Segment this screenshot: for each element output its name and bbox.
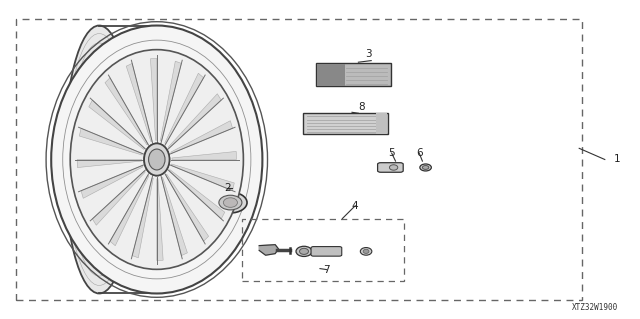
Text: 1: 1 (614, 154, 621, 165)
Ellipse shape (420, 164, 431, 171)
Text: 8: 8 (358, 102, 365, 112)
Polygon shape (132, 178, 153, 258)
FancyBboxPatch shape (303, 113, 388, 134)
Ellipse shape (144, 144, 170, 175)
Polygon shape (172, 152, 236, 160)
Text: 4: 4 (352, 201, 358, 211)
Polygon shape (169, 170, 225, 219)
Ellipse shape (364, 249, 369, 253)
Ellipse shape (144, 144, 170, 175)
Text: 3: 3 (365, 49, 371, 59)
Polygon shape (168, 94, 221, 148)
Polygon shape (105, 78, 148, 145)
Ellipse shape (300, 248, 308, 255)
Ellipse shape (422, 166, 429, 169)
Ellipse shape (70, 50, 243, 269)
Ellipse shape (223, 198, 237, 207)
Polygon shape (164, 73, 204, 144)
Polygon shape (79, 128, 142, 155)
FancyBboxPatch shape (311, 247, 342, 256)
Text: 6: 6 (416, 148, 422, 158)
Ellipse shape (214, 192, 247, 213)
FancyBboxPatch shape (376, 113, 387, 134)
Text: 5: 5 (388, 148, 395, 158)
Polygon shape (161, 61, 181, 141)
Polygon shape (126, 63, 152, 142)
Ellipse shape (148, 149, 165, 170)
Text: 7: 7 (323, 264, 330, 275)
Ellipse shape (219, 195, 242, 210)
Polygon shape (171, 121, 232, 153)
FancyBboxPatch shape (317, 64, 345, 86)
Ellipse shape (64, 26, 134, 293)
Polygon shape (77, 160, 141, 167)
Polygon shape (161, 177, 188, 256)
Ellipse shape (148, 149, 165, 170)
Polygon shape (172, 164, 234, 191)
Polygon shape (150, 58, 157, 140)
Polygon shape (92, 171, 145, 225)
Text: XTZ32W1900: XTZ32W1900 (572, 303, 618, 312)
Polygon shape (81, 166, 143, 198)
Ellipse shape (296, 246, 312, 256)
Polygon shape (259, 245, 278, 255)
Polygon shape (89, 100, 145, 149)
Polygon shape (110, 175, 149, 246)
Polygon shape (157, 179, 163, 261)
Ellipse shape (389, 165, 398, 170)
Text: 2: 2 (224, 183, 230, 193)
FancyBboxPatch shape (316, 63, 391, 86)
Ellipse shape (360, 248, 372, 255)
FancyBboxPatch shape (378, 163, 403, 172)
Ellipse shape (51, 26, 262, 293)
Polygon shape (166, 174, 209, 241)
